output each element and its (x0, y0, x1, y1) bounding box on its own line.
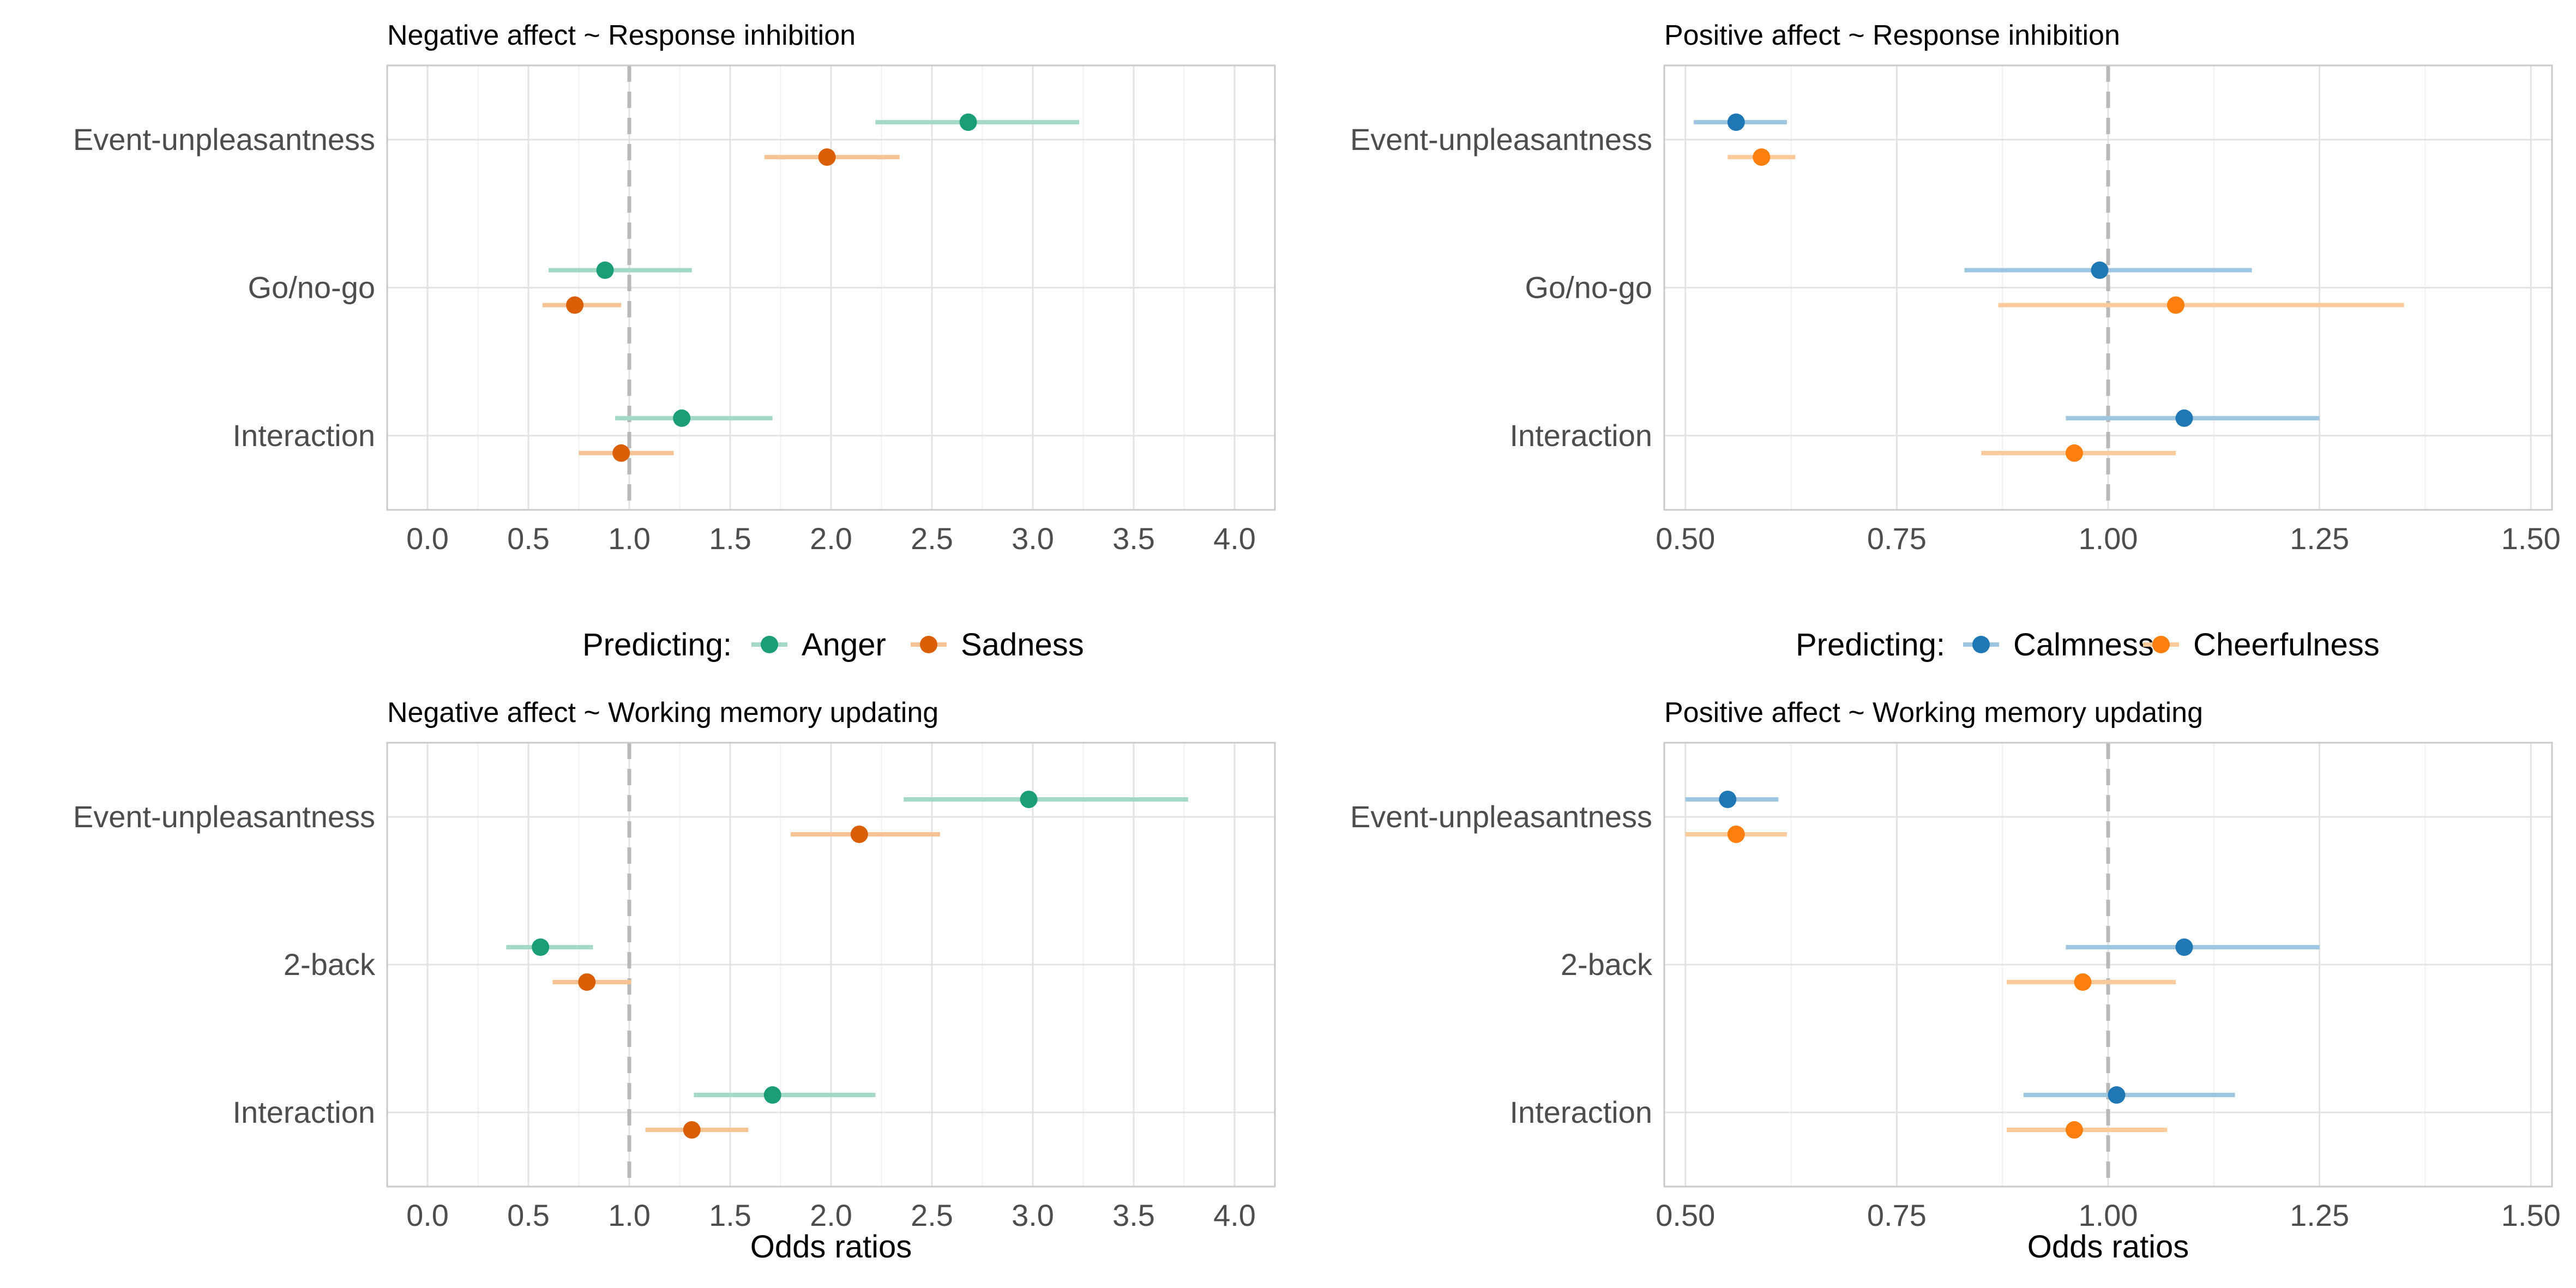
legend-label: Anger (802, 627, 886, 663)
estimate-point (683, 1121, 701, 1139)
x-tick-label: 0.50 (1656, 1198, 1715, 1232)
x-tick-label: 3.5 (1112, 521, 1155, 556)
category-label: Event-unpleasantness (1350, 122, 1652, 157)
x-tick-label: 4.0 (1213, 1198, 1256, 1232)
estimate-point (2108, 1086, 2126, 1104)
x-tick-label: 1.0 (608, 521, 651, 556)
estimate-point (2065, 444, 2083, 462)
x-tick-label: 3.5 (1112, 1198, 1155, 1232)
estimate-point (2065, 1121, 2083, 1139)
x-tick-label: 1.0 (608, 1198, 651, 1232)
panel-border (386, 742, 1276, 1188)
x-tick-label: 1.00 (2079, 1198, 2138, 1232)
x-axis-title: Odds ratios (750, 1229, 912, 1265)
estimate-point (673, 409, 691, 427)
panel-border (1663, 64, 2553, 511)
estimate-point (1727, 113, 1745, 131)
legend-title: Predicting: (1796, 627, 1945, 663)
x-tick-label: 1.25 (2290, 1198, 2349, 1232)
legend-2: Predicting: Calmness Cheerfulness (1796, 627, 2380, 663)
estimate-point (578, 973, 596, 991)
estimate-point (1719, 790, 1737, 808)
panel-title: Negative affect ~ Working memory updatin… (387, 697, 938, 729)
legend-label: Sadness (961, 627, 1084, 663)
panel-3: Negative affect ~ Working memory updatin… (73, 697, 1276, 1265)
x-tick-label: 1.50 (2501, 1198, 2561, 1232)
category-label: Go/no-go (1525, 270, 1653, 305)
estimate-point (612, 444, 630, 462)
x-tick-label: 0.5 (507, 1198, 550, 1232)
category-label: Event-unpleasantness (1350, 799, 1652, 834)
x-tick-label: 2.5 (911, 1198, 953, 1232)
estimate-point (2074, 973, 2092, 991)
panel-1: Negative affect ~ Response inhibition Eve… (73, 20, 1276, 556)
estimate-point (850, 825, 868, 843)
panel-2: Positive affect ~ Response inhibition Eve… (1350, 20, 2561, 556)
panel-border (386, 64, 1276, 511)
x-tick-label: 1.5 (709, 521, 751, 556)
x-tick-label: 1.50 (2501, 521, 2561, 556)
estimate-point (2091, 261, 2109, 279)
legend-label: Cheerfulness (2193, 627, 2380, 663)
estimate-point (1753, 148, 1771, 166)
legend-title: Predicting: (582, 627, 732, 663)
legend-label: Calmness (2013, 627, 2154, 663)
x-tick-label: 3.0 (1012, 1198, 1054, 1232)
category-label: Event-unpleasantness (73, 799, 375, 834)
legend-key-point (920, 636, 937, 653)
category-label: 2-back (1561, 947, 1653, 982)
x-tick-label: 4.0 (1213, 521, 1256, 556)
category-label: 2-back (284, 947, 376, 982)
category-label: Event-unpleasantness (73, 122, 375, 157)
x-axis-title: Odds ratios (2027, 1229, 2189, 1265)
estimate-point (566, 296, 584, 314)
legend-1: Predicting: Anger Sadness (582, 627, 1084, 663)
category-label: Interaction (233, 1095, 376, 1129)
x-tick-label: 2.0 (810, 521, 852, 556)
estimate-point (1020, 790, 1038, 808)
legend-key-point (2152, 636, 2170, 653)
legend-key-point (1972, 636, 1990, 653)
panel-title: Positive affect ~ Response inhibition (1664, 20, 2120, 51)
x-tick-label: 1.00 (2079, 521, 2138, 556)
panel-title: Negative affect ~ Response inhibition (387, 20, 856, 51)
category-label: Interaction (1510, 418, 1653, 453)
x-tick-label: 0.5 (507, 521, 550, 556)
x-tick-label: 0.75 (1867, 1198, 1927, 1232)
estimate-point (532, 938, 550, 956)
estimate-point (959, 113, 977, 131)
estimate-point (763, 1086, 781, 1104)
x-tick-label: 2.0 (810, 1198, 852, 1232)
x-tick-label: 3.0 (1012, 521, 1054, 556)
estimate-point (2175, 938, 2193, 956)
x-tick-label: 0.0 (406, 521, 449, 556)
estimate-point (818, 148, 836, 166)
category-label: Go/no-go (248, 270, 376, 305)
estimate-point (2175, 409, 2193, 427)
x-tick-label: 1.5 (709, 1198, 751, 1232)
category-label: Interaction (233, 418, 376, 453)
estimate-point (596, 261, 614, 279)
estimate-point (1727, 825, 1745, 843)
x-tick-label: 2.5 (911, 521, 953, 556)
category-label: Interaction (1510, 1095, 1653, 1129)
x-tick-label: 1.25 (2290, 521, 2349, 556)
legend-key-point (761, 636, 778, 653)
x-tick-label: 0.0 (406, 1198, 449, 1232)
x-tick-label: 0.75 (1867, 521, 1927, 556)
estimate-point (2167, 296, 2185, 314)
panel-border (1663, 742, 2553, 1188)
x-tick-label: 0.50 (1656, 521, 1715, 556)
panel-title: Positive affect ~ Working memory updatin… (1664, 697, 2203, 729)
panel-4: Positive affect ~ Working memory updatin… (1350, 697, 2561, 1265)
